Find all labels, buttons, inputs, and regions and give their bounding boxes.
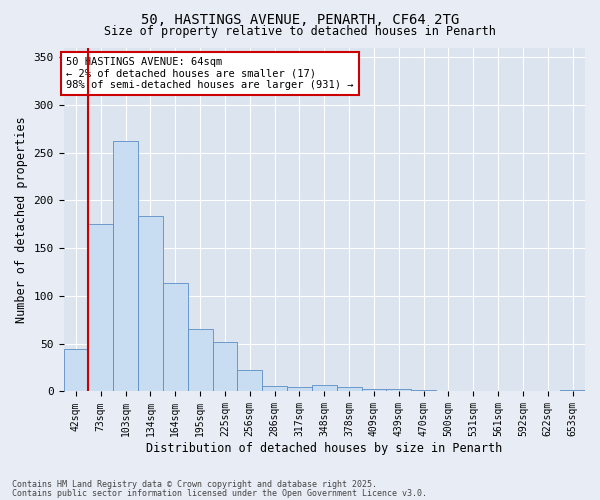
Y-axis label: Number of detached properties: Number of detached properties — [15, 116, 28, 323]
Bar — [138, 216, 163, 392]
Bar — [64, 350, 88, 392]
Bar — [163, 282, 188, 392]
Bar — [337, 386, 362, 392]
Bar — [212, 342, 238, 392]
Text: 50, HASTINGS AVENUE, PENARTH, CF64 2TG: 50, HASTINGS AVENUE, PENARTH, CF64 2TG — [141, 12, 459, 26]
Bar — [238, 370, 262, 392]
Bar — [461, 390, 485, 392]
Text: Contains HM Land Registry data © Crown copyright and database right 2025.: Contains HM Land Registry data © Crown c… — [12, 480, 377, 489]
Bar — [436, 390, 461, 392]
X-axis label: Distribution of detached houses by size in Penarth: Distribution of detached houses by size … — [146, 442, 502, 455]
Bar — [262, 386, 287, 392]
Bar — [88, 224, 113, 392]
Bar — [312, 385, 337, 392]
Bar — [411, 390, 436, 392]
Bar — [560, 390, 585, 392]
Text: 50 HASTINGS AVENUE: 64sqm
← 2% of detached houses are smaller (17)
98% of semi-d: 50 HASTINGS AVENUE: 64sqm ← 2% of detach… — [66, 57, 353, 90]
Bar — [362, 388, 386, 392]
Text: Size of property relative to detached houses in Penarth: Size of property relative to detached ho… — [104, 25, 496, 38]
Text: Contains public sector information licensed under the Open Government Licence v3: Contains public sector information licen… — [12, 488, 427, 498]
Bar — [113, 141, 138, 392]
Bar — [386, 388, 411, 392]
Bar — [287, 386, 312, 392]
Bar — [188, 330, 212, 392]
